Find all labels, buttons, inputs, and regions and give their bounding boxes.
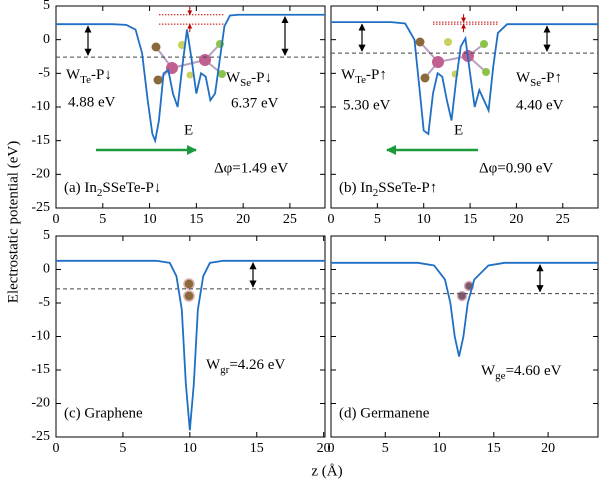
annotation-part: SSeTe-P↓ xyxy=(102,180,161,196)
y-tick-label: 0 xyxy=(43,262,50,277)
annotation-part: W xyxy=(341,67,356,83)
annotation: Δφ=0.90 eV xyxy=(479,160,553,176)
x-tick-label: 20 xyxy=(236,212,250,227)
annotation: 6.37 eV xyxy=(231,95,279,111)
x-tick-label: 25 xyxy=(556,212,570,227)
x-tick-label: 5 xyxy=(99,212,106,227)
x-tick-label: 15 xyxy=(250,441,264,456)
annotation-subscript: gr xyxy=(220,364,230,376)
annotation-part: -P↓ xyxy=(251,70,272,86)
y-tick-label: -5 xyxy=(38,66,50,81)
annotation: Wge=4.60 eV xyxy=(481,363,562,381)
x-tick-label: 20 xyxy=(317,441,331,456)
annotation-part: (a) In xyxy=(64,180,97,196)
annotation: Δφ=1.49 eV xyxy=(214,160,288,176)
y-tick-label: -15 xyxy=(31,362,50,377)
x-tick-label: 10 xyxy=(183,441,197,456)
annotation: E xyxy=(184,122,193,138)
x-tick-label: 15 xyxy=(463,212,477,227)
x-tick-label: 20 xyxy=(541,441,555,456)
y-tick-label: -10 xyxy=(31,329,50,344)
x-tick-label: 5 xyxy=(382,441,389,456)
annotation-subscript: Se xyxy=(240,77,251,89)
x-tick-label: 0 xyxy=(328,212,335,227)
annotation: WSe-P↑ xyxy=(516,70,562,88)
annotation-part: -P↑ xyxy=(366,67,387,83)
y-tick-label: -20 xyxy=(31,396,50,411)
annotation: (c) Graphene xyxy=(64,405,143,421)
y-tick-label: -25 xyxy=(31,429,50,444)
x-tick-label: 10 xyxy=(417,212,431,227)
annotation-part: (b) In xyxy=(339,180,373,196)
annotation-subscript: ge xyxy=(495,370,506,382)
annotation: 4.40 eV xyxy=(516,97,564,113)
annotation-part: =4.26 eV xyxy=(229,357,285,373)
y-tick-label: 5 xyxy=(43,0,50,13)
annotation: (d) Germanene xyxy=(339,405,430,421)
annotation: (a) In2SSeTe-P↓ xyxy=(64,180,161,198)
y-tick-label: -25 xyxy=(31,200,50,215)
annotation-subscript: Te xyxy=(355,74,366,86)
annotation: (b) In2SSeTe-P↑ xyxy=(339,180,437,198)
y-tick-label: -10 xyxy=(31,99,50,114)
x-tick-label: 0 xyxy=(328,441,335,456)
annotation-part: W xyxy=(516,70,531,86)
annotation-part: W xyxy=(66,67,81,83)
molecule-c xyxy=(183,278,195,302)
potential-curve xyxy=(331,21,598,136)
annotation: 4.88 eV xyxy=(68,94,116,110)
annotation: E xyxy=(454,122,463,138)
y-tick-label: 0 xyxy=(43,32,50,47)
potential-curve xyxy=(56,13,325,144)
annotation-part: =4.60 eV xyxy=(506,363,562,379)
annotation: 5.30 eV xyxy=(343,97,391,113)
x-tick-label: 10 xyxy=(143,212,157,227)
x-tick-label: 0 xyxy=(53,212,60,227)
annotation: WSe-P↓ xyxy=(226,70,272,88)
x-axis-label: z (Å) xyxy=(311,463,342,479)
x-tick-label: 10 xyxy=(433,441,447,456)
annotation-subscript: Te xyxy=(80,74,91,86)
annotation: Wgr=4.26 eV xyxy=(206,357,285,375)
y-tick-label: -15 xyxy=(31,133,50,148)
annotation-part: SSeTe-P↑ xyxy=(378,180,437,196)
potential-curve xyxy=(56,259,325,431)
x-tick-label: 20 xyxy=(509,212,523,227)
annotation-part: W xyxy=(481,363,496,379)
x-tick-label: 5 xyxy=(119,441,126,456)
annotation: WTe-P↓ xyxy=(66,67,112,85)
x-tick-label: 25 xyxy=(283,212,297,227)
annotation-subscript: 2 xyxy=(373,187,379,199)
x-tick-label: 15 xyxy=(189,212,203,227)
y-tick-label: 5 xyxy=(43,228,50,243)
x-tick-label: 0 xyxy=(53,441,60,456)
x-tick-label: 5 xyxy=(374,212,381,227)
y-axis-label: Electrostatic potential (eV) xyxy=(5,141,21,303)
x-tick-label: 15 xyxy=(487,441,501,456)
annotation-subscript: 2 xyxy=(97,187,103,199)
potential-curve xyxy=(331,261,598,357)
annotation-part: -P↑ xyxy=(541,70,562,86)
annotation-part: W xyxy=(206,357,221,373)
annotation-part: W xyxy=(226,70,241,86)
annotation: WTe-P↑ xyxy=(341,67,387,85)
y-tick-label: -5 xyxy=(38,295,50,310)
annotation-subscript: Se xyxy=(530,77,541,89)
y-tick-label: -20 xyxy=(31,167,50,182)
annotation-part: -P↓ xyxy=(91,67,112,83)
molecule-b xyxy=(415,37,490,83)
